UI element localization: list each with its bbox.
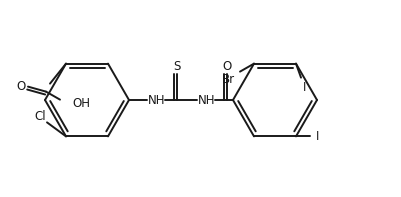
Text: O: O xyxy=(223,59,232,72)
Text: NH: NH xyxy=(198,94,216,107)
Text: S: S xyxy=(173,59,181,72)
Text: Br: Br xyxy=(221,73,235,86)
Text: Cl: Cl xyxy=(34,110,46,123)
Text: NH: NH xyxy=(148,94,166,107)
Text: OH: OH xyxy=(72,97,90,110)
Text: O: O xyxy=(16,80,26,93)
Text: I: I xyxy=(316,130,320,143)
Text: I: I xyxy=(303,81,307,94)
